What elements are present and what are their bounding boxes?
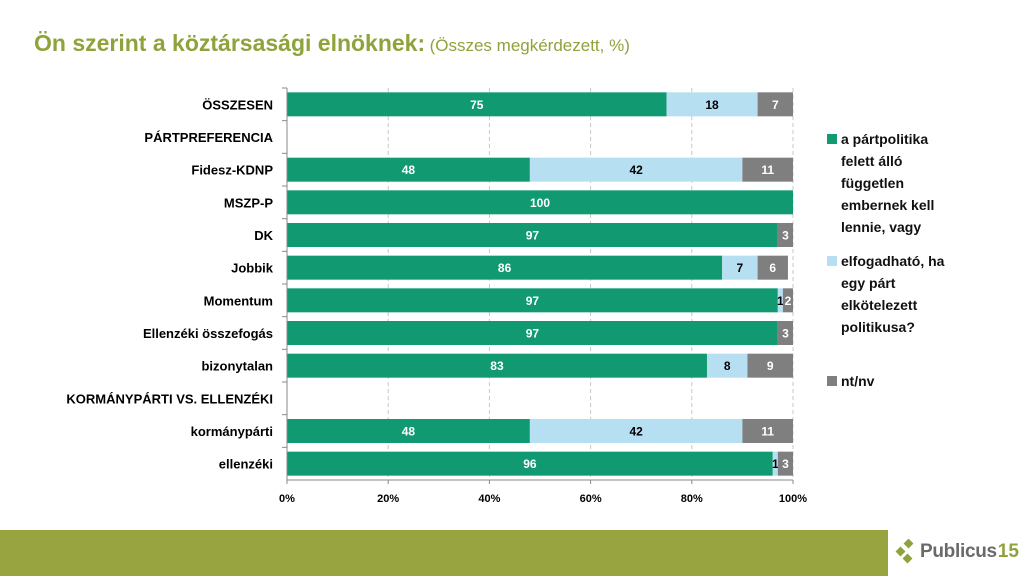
bar-data-label: 11 (761, 163, 774, 177)
chart-title-sub: (Összes megkérdezett, %) (429, 36, 630, 55)
category-label: Momentum (204, 293, 273, 308)
x-tick-label: 80% (681, 493, 703, 505)
bar-data-label: 2 (785, 294, 792, 308)
bar-data-label: 96 (523, 457, 537, 471)
category-label: Ellenzéki összefogás (143, 326, 273, 341)
category-label: ÖSSZESEN (202, 97, 273, 112)
legend-text: elkötelezett (841, 297, 918, 313)
bar-segment-series1 (287, 92, 667, 117)
bar-segment-series1 (287, 255, 723, 280)
legend: a pártpolitika felett álló független emb… (827, 128, 987, 392)
category-label: Jobbik (231, 261, 274, 276)
bar-data-label: 18 (705, 98, 719, 112)
bar-segment-series2 (529, 157, 743, 182)
bar-segment-series2 (722, 255, 758, 280)
bar-segment-series3 (757, 255, 788, 280)
footer-band (0, 530, 888, 576)
category-label: DK (254, 228, 273, 243)
bar-data-label: 3 (782, 229, 789, 243)
legend-item-party: elfogadható, ha egy párt elkötelezett po… (827, 250, 987, 338)
legend-text: a pártpolitika (841, 131, 929, 147)
bar-segment-series1 (287, 223, 778, 247)
publicus-logo: Publicus 15 (894, 536, 1019, 568)
axes: 0% 20% 40% 60% 80% 100% ÖSSZESEN PÁRTPREFERENCI… (66, 87, 807, 505)
bar-segment-series1 (287, 288, 778, 313)
bar-segment-series3 (777, 321, 793, 345)
bar-segment-series2 (529, 419, 743, 443)
bar-data-label: 75 (470, 98, 484, 112)
bar-segment-series1 (287, 451, 773, 476)
bar-segment-series1 (287, 419, 530, 443)
bar-data-label: 42 (629, 425, 643, 439)
legend-text: egy párt (841, 275, 896, 291)
legend-text: elfogadható, ha (841, 253, 945, 269)
bar-segment-series3 (777, 223, 793, 247)
legend-swatch-ntnv (827, 376, 837, 386)
logo-text: Publicus (920, 541, 997, 562)
bar-data-label: 97 (526, 294, 540, 308)
bar-data-label: 48 (402, 425, 416, 439)
bar-data-label: 86 (498, 261, 512, 275)
legend-text: embernek kell (841, 197, 935, 213)
bar-segment-series1 (287, 353, 707, 378)
bar-data-label: 7 (737, 261, 744, 275)
bar-segment-series3 (747, 353, 793, 378)
bar-data-label: 6 (769, 261, 776, 275)
bar-segment-series2 (666, 92, 758, 117)
bar-segment-series2 (706, 353, 748, 378)
bar-data-label: 3 (782, 457, 789, 471)
gridlines (387, 88, 794, 480)
bar-data-label: 1 (772, 457, 779, 471)
bar-data-label: 11 (761, 425, 774, 439)
bar-data-label: 1 (777, 294, 784, 308)
bar-data-label: 97 (526, 229, 540, 243)
bar-data-label: 7 (772, 98, 779, 112)
category-label: kormánypárti (191, 424, 273, 439)
chart-title: Ön szerint a köztársasági elnöknek: (Öss… (34, 30, 630, 57)
category-label: KORMÁNYPÁRTI VS. ELLENZÉKI (66, 391, 273, 406)
bar-segment-series1 (287, 321, 778, 345)
bar-data-label: 83 (490, 359, 504, 373)
bar-segment-series1 (287, 190, 793, 215)
x-tick-label: 40% (478, 493, 500, 505)
chart-title-main: Ön szerint a köztársasági elnöknek: (34, 30, 426, 56)
bar-segment-series3 (782, 288, 793, 313)
bar-segment-series3 (742, 157, 793, 182)
bar-segment-series3 (757, 92, 793, 117)
bar-data-label: 8 (724, 359, 731, 373)
bar-segment-series2 (777, 288, 783, 313)
bar-data-label: 97 (526, 327, 540, 341)
x-tick-label: 100% (779, 493, 807, 505)
legend-swatch-independent (827, 134, 837, 144)
legend-item-ntnv: nt/nv (827, 370, 987, 392)
legend-text: lennie, vagy (841, 219, 922, 235)
bar-segment-series3 (742, 419, 793, 443)
category-label: PÁRTPREFERENCIA (144, 130, 273, 145)
bar-data-label: 100 (530, 196, 550, 210)
category-label: ellenzéki (219, 457, 273, 472)
category-label: MSZP-P (224, 195, 273, 210)
bar-segment-series2 (772, 451, 778, 476)
legend-item-independent: a pártpolitika felett álló független emb… (827, 128, 987, 238)
bar-data-label: 42 (629, 163, 643, 177)
legend-text: felett álló (841, 153, 903, 169)
legend-text: politikusa? (841, 319, 915, 335)
bar-segment-series1 (287, 157, 530, 182)
legend-swatch-party (827, 256, 837, 266)
x-tick-label: 20% (377, 493, 399, 505)
legend-text: nt/nv (841, 373, 875, 389)
bar-segment-series3 (777, 451, 793, 476)
bar-data-label: 48 (402, 163, 416, 177)
logo-diamonds-icon (895, 539, 914, 564)
logo-number: 15 (997, 541, 1019, 562)
bar-data-label: 3 (782, 327, 789, 341)
category-label: bizonytalan (201, 359, 273, 374)
bar-data-label: 9 (767, 359, 774, 373)
x-tick-label: 60% (580, 493, 602, 505)
x-tick-label: 0% (279, 493, 295, 505)
legend-text: független (841, 175, 904, 191)
category-label: Fidesz-KDNP (191, 163, 273, 178)
